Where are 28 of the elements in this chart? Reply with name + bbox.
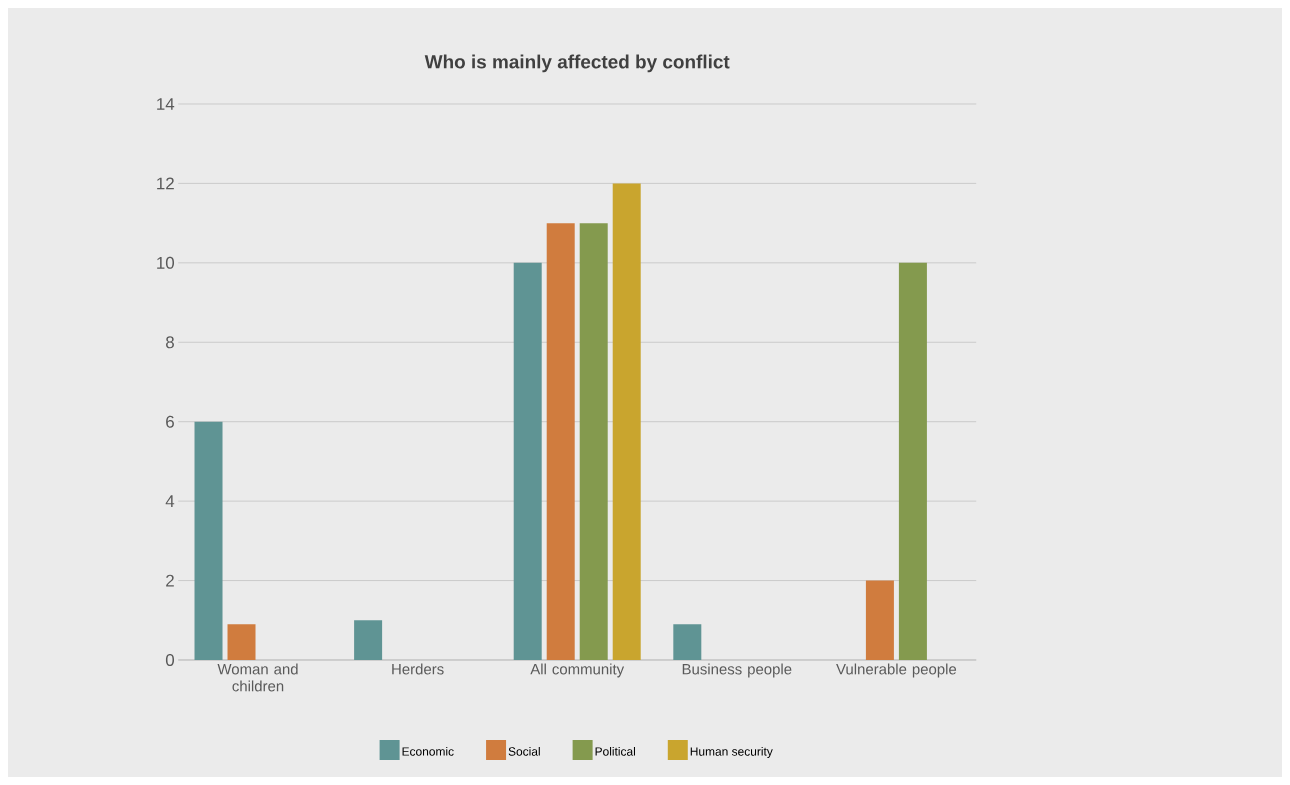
x-tick-label: Woman and children [217,663,298,692]
bar [898,262,927,660]
x-tick-label: Business people [682,663,792,678]
bar [673,624,702,660]
x-tick-label: Vulnerable people [836,663,957,678]
bar [546,223,575,660]
y-tick-label: 2 [166,574,174,587]
bar [354,620,383,660]
bar [513,262,542,660]
legend-label: Economic [402,746,454,756]
x-tick-label: All community [530,663,625,678]
bar [194,421,223,660]
bar [579,223,608,660]
bar [227,624,256,660]
y-tick-label: 4 [165,495,175,507]
y-tick-label: 12 [157,177,174,190]
y-tick-label: 6 [166,415,174,428]
chart-title: Who is mainly affected by conflict [424,54,730,73]
bar [865,580,894,660]
legend-label: Human security [690,746,773,759]
y-tick-label: 14 [157,98,175,110]
y-tick-label: 10 [157,256,175,269]
bar [612,183,641,660]
x-tick-label: Herders [392,663,444,675]
legend-label: Social [508,746,540,756]
legend-label: Political [595,746,635,756]
y-tick-label: 8 [166,336,174,349]
y-tick-label: 0 [165,653,175,666]
